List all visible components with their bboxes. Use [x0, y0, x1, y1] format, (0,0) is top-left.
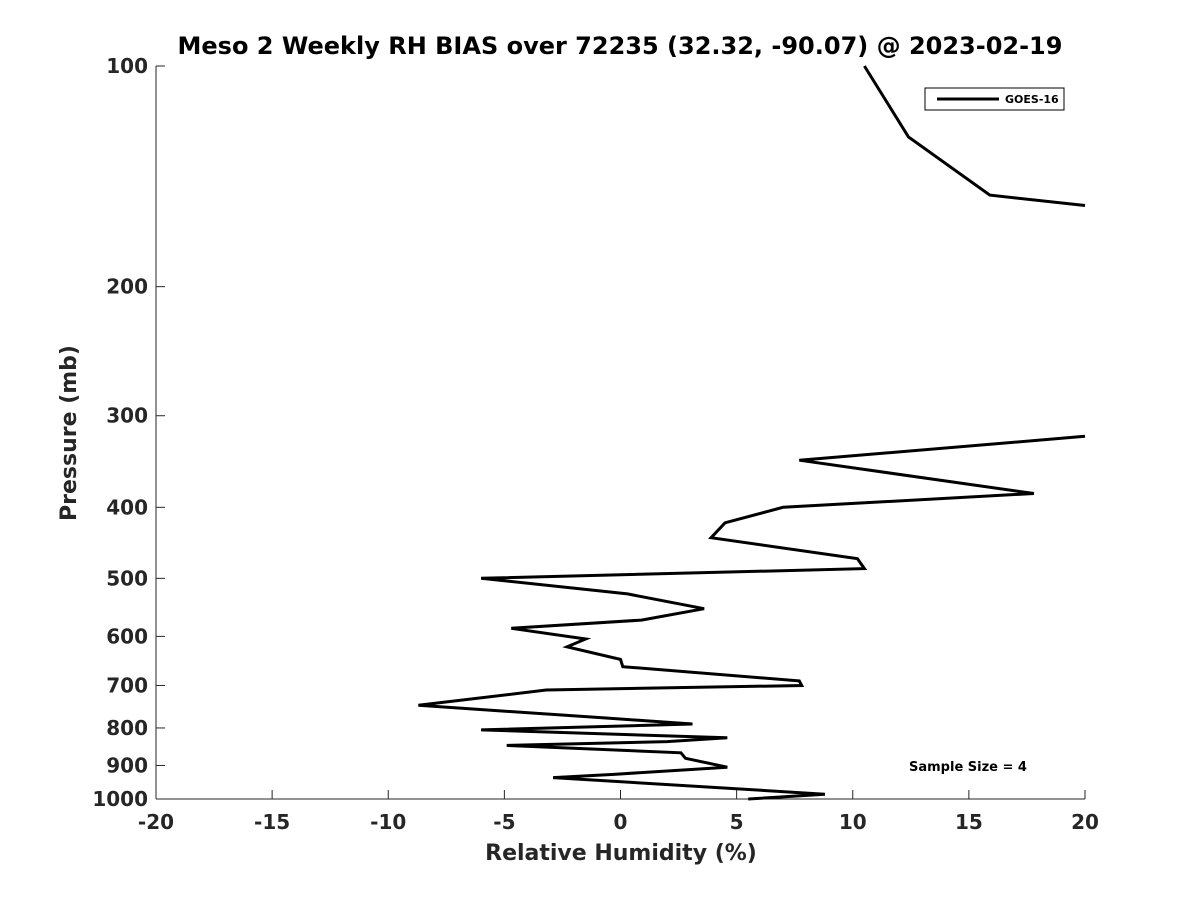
y-tick-label: 400 — [106, 495, 148, 519]
x-tick-label: -10 — [370, 810, 406, 834]
series-line-goes-16 — [863, 65, 1086, 207]
x-axis-label: Relative Humidity (%) — [485, 841, 757, 866]
y-tick-label: 300 — [106, 404, 148, 428]
y-tick-label: 200 — [106, 275, 148, 299]
x-tick-label: -20 — [138, 810, 174, 834]
axes: -20 -15 -10 -5 0 5 10 15 20 100 200 300 400 500 600 700… — [92, 54, 1099, 834]
x-tick-label: 15 — [955, 810, 983, 834]
x-tick-label: 20 — [1071, 810, 1099, 834]
y-tick-label: 700 — [106, 673, 148, 697]
x-tick-label: 5 — [730, 810, 744, 834]
x-tick-label: -5 — [493, 810, 515, 834]
x-tick-label: 10 — [839, 810, 867, 834]
x-tick-label: -15 — [254, 810, 290, 834]
legend-entry-goes-16: GOES-16 — [1005, 93, 1059, 106]
y-tick-label: 100 — [106, 54, 148, 78]
y-tick-label: 900 — [106, 753, 148, 777]
series-line-goes-16 — [418, 434, 1086, 801]
series-lines — [418, 65, 1086, 801]
y-axis-label: Pressure (mb) — [57, 345, 82, 521]
y-tick-label: 500 — [106, 566, 148, 590]
legend: GOES-16 — [924, 87, 1065, 111]
y-tick-label: 1000 — [92, 787, 148, 811]
x-tick-label: 0 — [614, 810, 628, 834]
y-tick-label: 800 — [106, 716, 148, 740]
chart-title: Meso 2 Weekly RH BIAS over 72235 (32.32,… — [178, 32, 1063, 60]
sample-size-annotation: Sample Size = 4 — [909, 760, 1027, 775]
y-tick-label: 600 — [106, 624, 148, 648]
